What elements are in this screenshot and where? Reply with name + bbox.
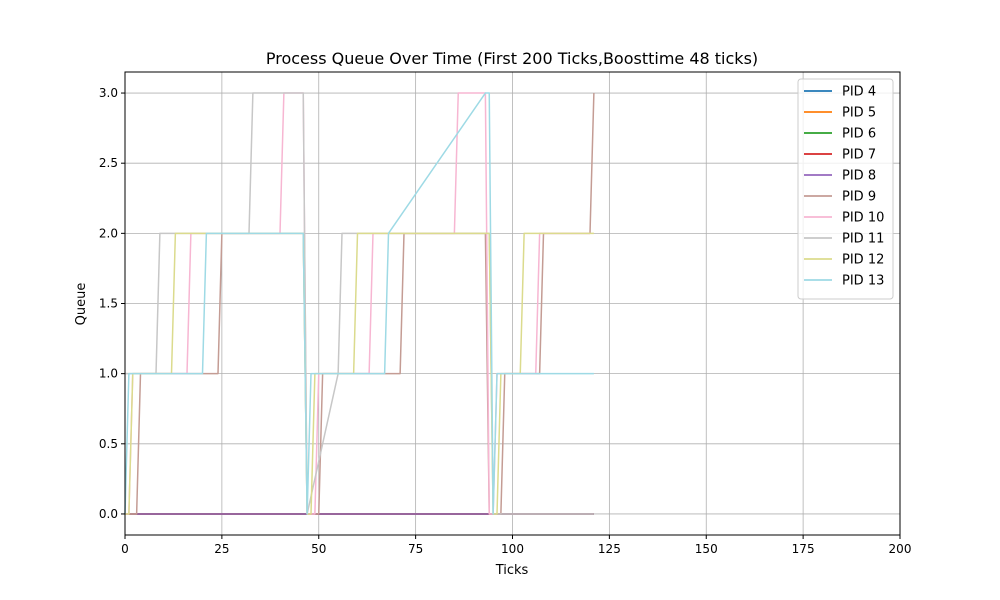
legend-label: PID 8 [842,169,876,184]
legend-box [797,78,894,300]
legend: PID 4 PID 5 PID 6 PID 7 PID 8 PID 9 PID 10 PID … [797,78,894,300]
x-tick-label: 200 [889,542,912,556]
y-tick-label: 3.0 [99,86,118,100]
x-tick-label: 125 [598,542,621,556]
series-layer [124,92,595,515]
legend-label: PID 9 [842,190,876,205]
y-tick-label: 2.5 [99,156,118,170]
x-axis-label: Ticks [495,563,529,578]
legend-label: PID 4 [842,85,876,100]
y-tick-label: 1.5 [99,297,118,311]
x-tick-label: 100 [501,542,524,556]
x-tick-label: 25 [214,542,229,556]
legend-label: PID 13 [842,274,884,289]
x-tick-label: 0 [121,542,129,556]
x-tick-label: 150 [695,542,718,556]
x-tick-label: 75 [408,542,423,556]
y-axis-label: Queue [74,283,89,326]
ticks: 0 25 50 75 100 125 150 175 200 0.0 0.5 1.0 1.5 2.0 2.5… [99,86,912,556]
legend-label: PID 10 [842,211,884,226]
series-line-pid-13 [124,92,594,515]
y-tick-label: 0.0 [99,507,118,521]
y-tick-label: 2.0 [99,226,118,240]
x-tick-label: 175 [792,542,815,556]
x-tick-label: 50 [311,542,326,556]
y-tick-label: 1.0 [99,367,118,381]
y-tick-label: 0.5 [99,437,118,451]
legend-label: PID 11 [842,232,884,247]
legend-label: PID 5 [842,106,876,121]
legend-label: PID 12 [842,253,884,268]
legend-label: PID 7 [842,148,876,163]
legend-label: PID 6 [842,127,876,142]
chart-title: Process Queue Over Time (First 200 Ticks… [266,49,758,68]
grid [124,72,901,535]
